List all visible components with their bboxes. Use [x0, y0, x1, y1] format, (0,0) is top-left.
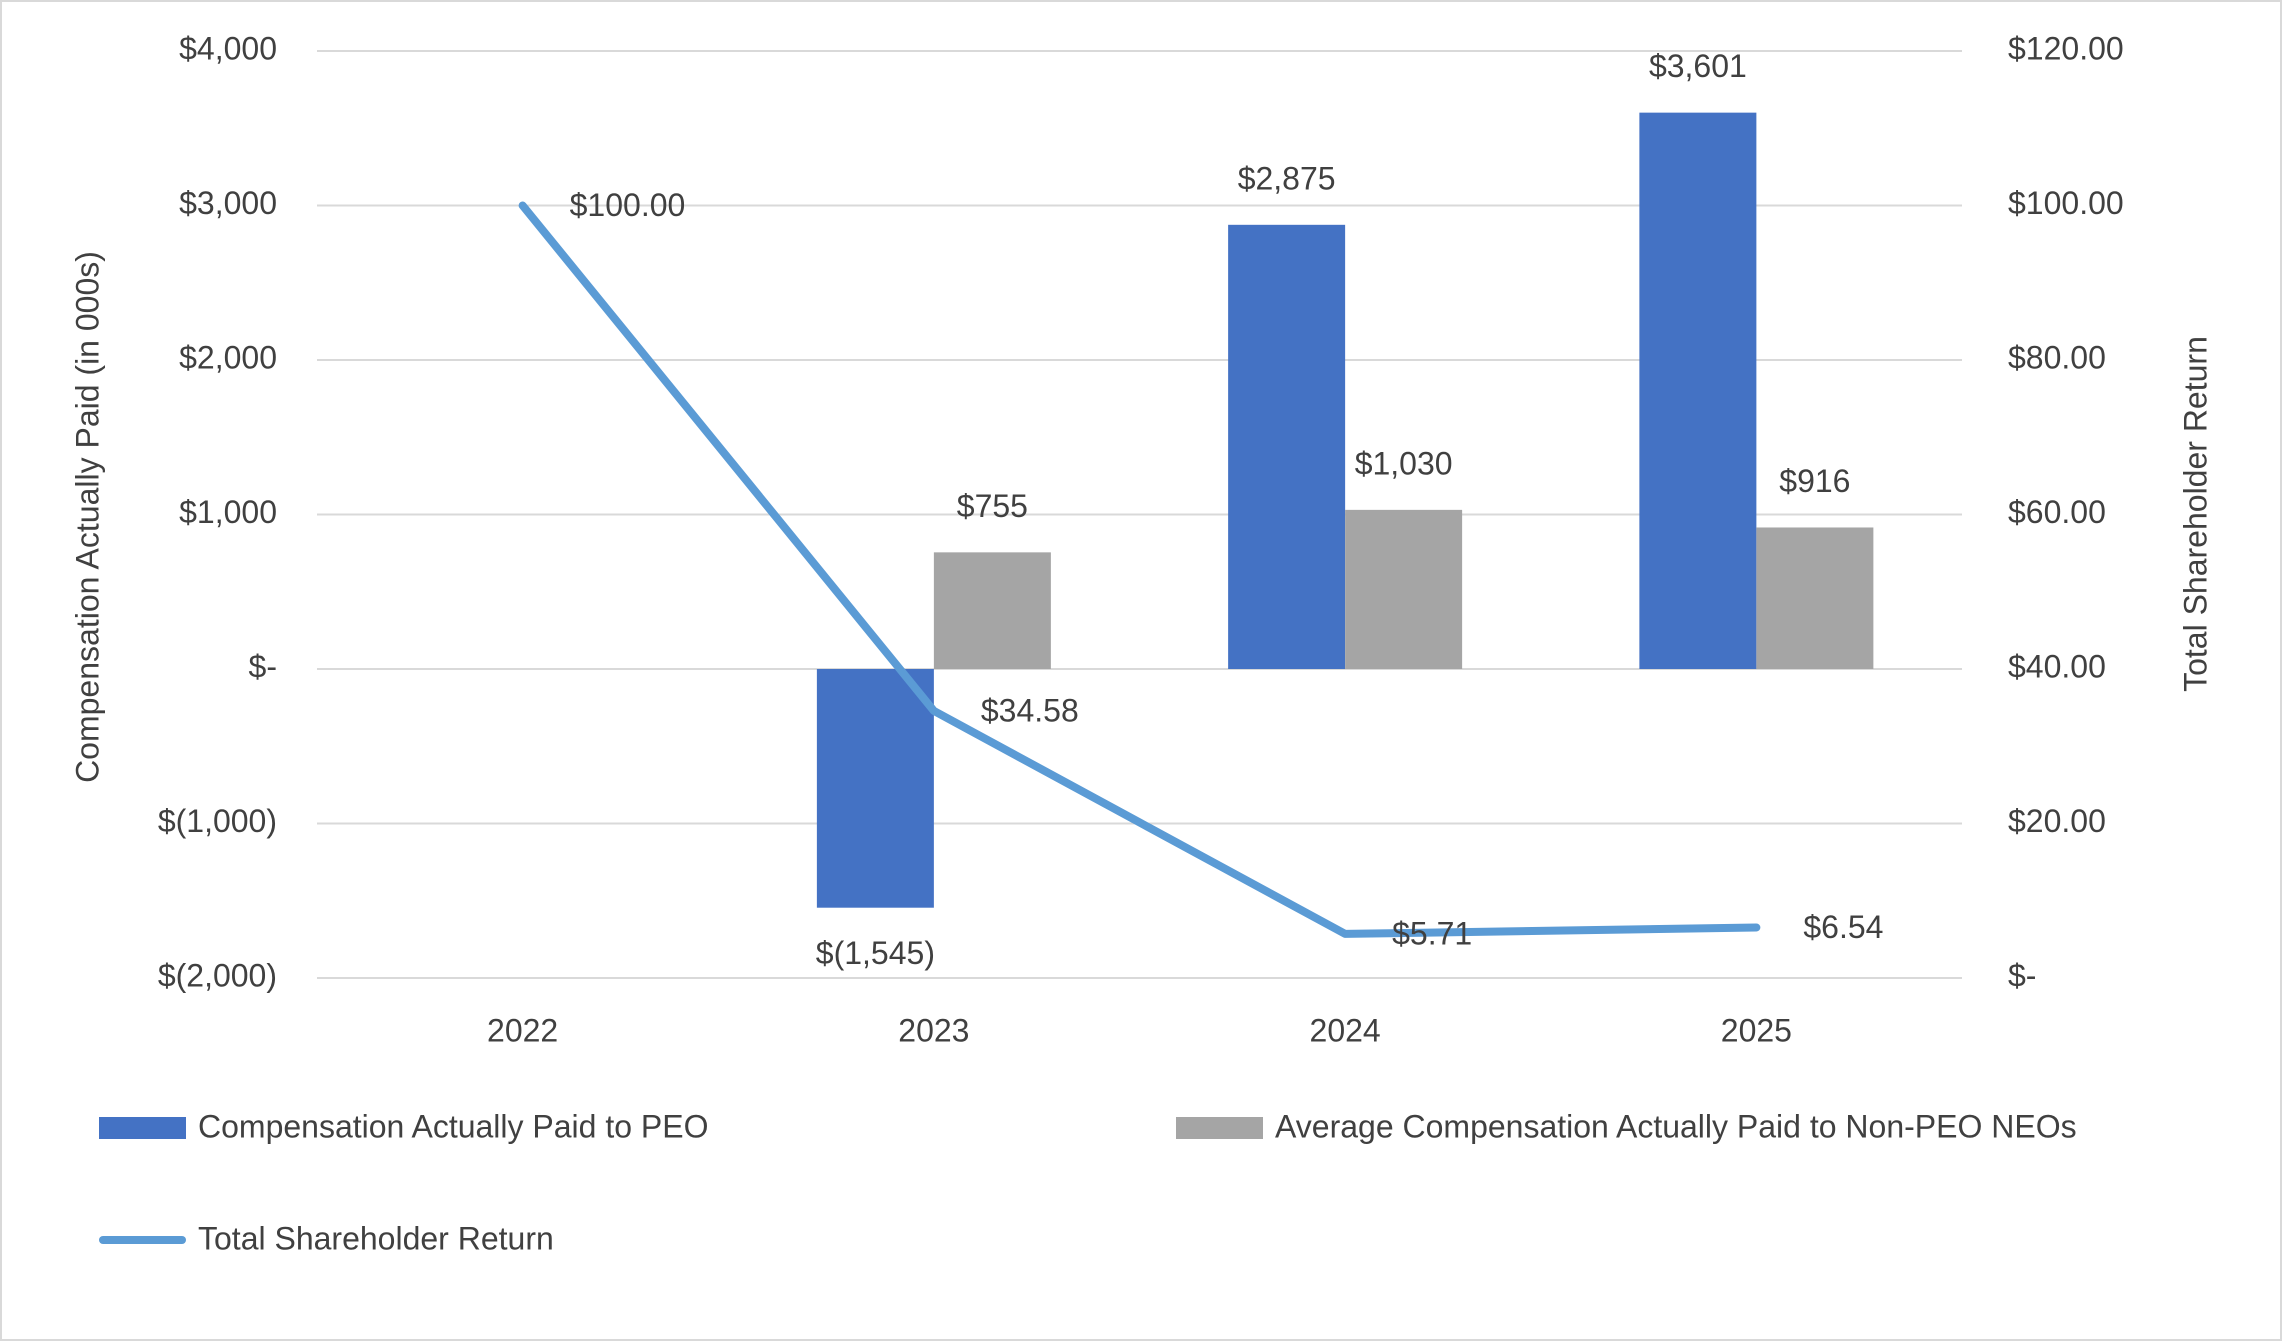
x-tick-label: 2025 [1721, 1012, 1792, 1048]
data-label: $3,601 [1649, 48, 1747, 84]
bar [933, 552, 1051, 669]
data-label: $2,875 [1238, 160, 1336, 196]
y-tick-label: $1,000 [179, 494, 277, 530]
y-tick-label: $3,000 [179, 185, 277, 221]
legend-label: Average Compensation Actually Paid to No… [1275, 1108, 2077, 1144]
data-label: $916 [1779, 463, 1850, 499]
legend-label: Total Shareholder Return [198, 1220, 554, 1256]
y2-tick-label: $60.00 [2008, 494, 2106, 530]
y-tick-label: $- [249, 648, 277, 684]
y2-tick-label: $80.00 [2008, 339, 2106, 375]
x-tick-label: 2022 [487, 1012, 558, 1048]
data-label: $755 [957, 488, 1028, 524]
y2-axis-title: Total Shareholder Return [2177, 336, 2213, 692]
y-tick-label: $(2,000) [158, 957, 277, 993]
bar [1228, 224, 1346, 669]
data-label: $34.58 [981, 692, 1079, 728]
y-tick-label: $(1,000) [158, 803, 277, 839]
legend-swatch [1176, 1117, 1263, 1139]
bar [1345, 509, 1463, 669]
y2-tick-label: $100.00 [2008, 185, 2124, 221]
bar [816, 669, 934, 908]
data-label: $1,030 [1355, 445, 1453, 481]
y2-tick-label: $- [2008, 957, 2036, 993]
data-label: $5.71 [1392, 915, 1472, 951]
y-tick-label: $4,000 [179, 30, 277, 66]
x-tick-label: 2024 [1310, 1012, 1381, 1048]
data-label: $100.00 [570, 187, 686, 223]
y-axis-title: Compensation Actually Paid (in 000s) [69, 251, 105, 783]
legend-swatch [99, 1117, 186, 1139]
data-label: $6.54 [1803, 909, 1883, 945]
bar [1639, 112, 1757, 669]
legend-label: Compensation Actually Paid to PEO [198, 1108, 709, 1144]
y2-tick-label: $40.00 [2008, 648, 2106, 684]
x-tick-label: 2023 [898, 1012, 969, 1048]
bar [1756, 527, 1874, 669]
y2-tick-label: $20.00 [2008, 803, 2106, 839]
y2-tick-label: $120.00 [2008, 30, 2124, 66]
line [518, 201, 1761, 938]
data-label: $(1,545) [816, 935, 935, 971]
y-tick-label: $2,000 [179, 339, 277, 375]
